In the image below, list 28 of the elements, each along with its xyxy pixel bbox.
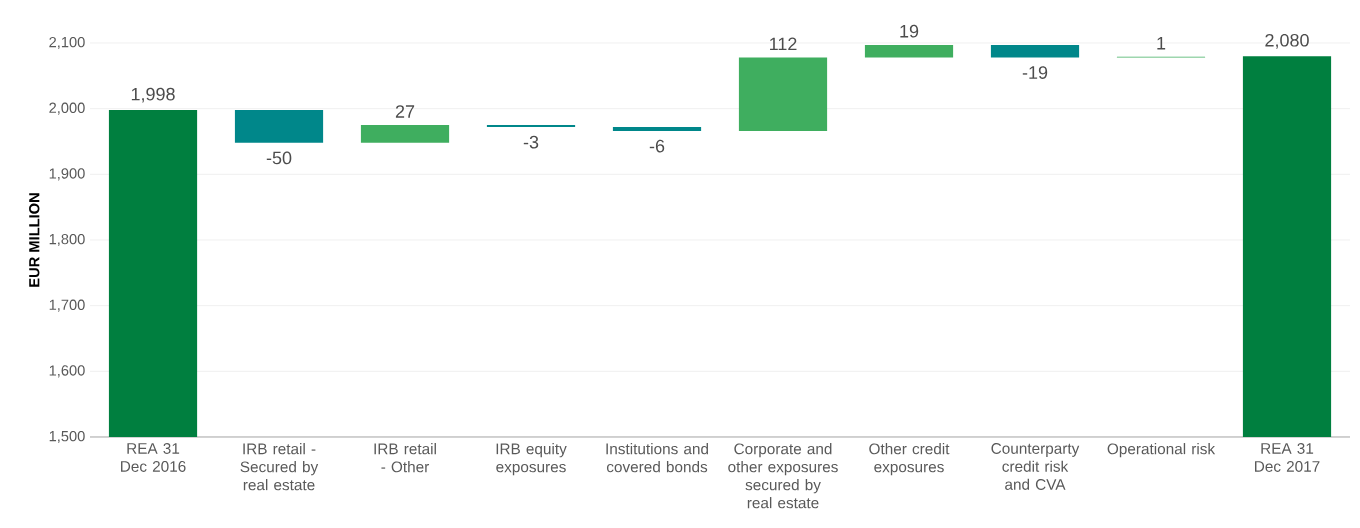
data-label: 19: [900, 24, 919, 38]
y-tick-label: 1,700: [49, 299, 85, 312]
data-label: 112: [770, 37, 797, 51]
x-tick-label: Counterparty credit risk and CVA: [991, 443, 1080, 490]
y-axis-title: EUR MILLION: [29, 193, 40, 287]
x-tick-label: Institutions and covered bonds: [606, 443, 708, 473]
x-tick-label: REA 31 Dec 2017: [1255, 443, 1320, 472]
y-tick-label: 2,100: [49, 36, 85, 50]
x-tick-label: IRB retail - Other: [374, 443, 436, 473]
y-tick-label: 1,500: [49, 430, 85, 444]
x-tick-label: IRB retail - Secured by real estate: [240, 443, 319, 491]
y-tick-label: 1,600: [49, 365, 85, 378]
data-label: 2,080: [1265, 33, 1309, 49]
data-label: 27: [395, 105, 415, 118]
x-tick-label: Other credit exposures: [869, 443, 950, 476]
data-label: 1: [1157, 37, 1166, 50]
data-label: -19: [1022, 66, 1048, 79]
x-tick-label: Corporate and other exposures secured by real estate: [728, 443, 838, 509]
y-tick-label: 1,800: [49, 233, 85, 247]
x-tick-label: Operational risk: [1107, 443, 1216, 458]
data-label: 1,998: [131, 87, 175, 103]
data-label: -50: [266, 151, 292, 165]
data-label: -3: [523, 135, 539, 149]
x-tick-label: REA 31 Dec 2016: [121, 443, 186, 472]
y-tick-label: 2,000: [49, 102, 85, 115]
y-tick-label: 1,900: [49, 168, 85, 181]
data-label: -6: [649, 139, 665, 153]
x-tick-label: IRB equity exposures: [496, 443, 567, 476]
